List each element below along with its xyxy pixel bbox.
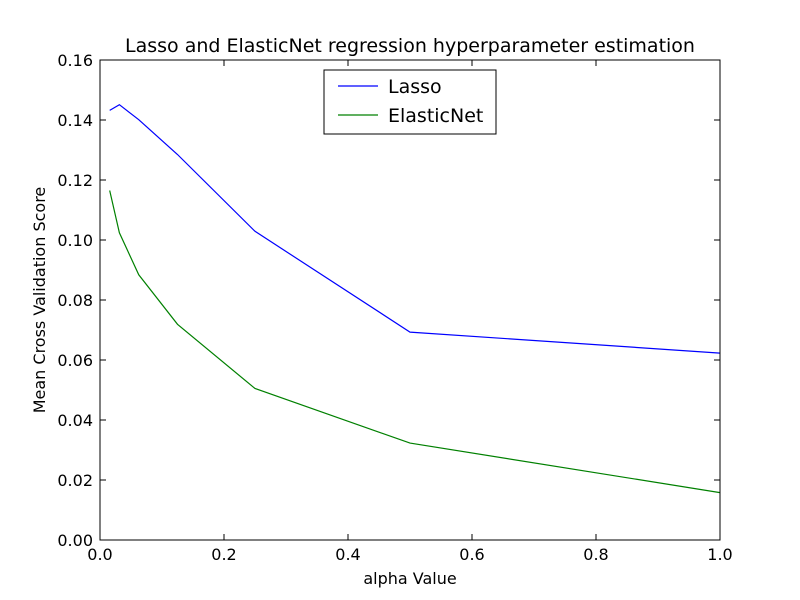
y-tick-label: 0.06 (57, 351, 93, 370)
legend-label-elasticnet: ElasticNet (388, 105, 483, 127)
y-axis-label: Mean Cross Validation Score (30, 187, 49, 414)
plot-area: 0.0 0.2 0.4 0.6 0.8 1.0 0.00 0.02 0.04 0.06 0.08 0.… (57, 51, 732, 564)
chart-title: Lasso and ElasticNet regression hyperpar… (125, 35, 695, 57)
x-tick-label: 0.6 (459, 545, 484, 564)
x-axis-label: alpha Value (363, 569, 456, 588)
y-tick-label: 0.04 (57, 411, 93, 430)
x-tick-label: 1.0 (707, 545, 732, 564)
y-tick-label: 0.00 (57, 531, 93, 550)
legend-box (323, 69, 497, 135)
series-line-elasticnet (109, 190, 721, 494)
y-tick-label: 0.12 (57, 171, 93, 190)
y-tick-label: 0.02 (57, 471, 93, 490)
legend-label-lasso: Lasso (388, 76, 442, 98)
series-line-lasso (109, 103, 721, 354)
y-tick-label: 0.16 (57, 51, 93, 70)
legend: Lasso ElasticNet (323, 69, 497, 135)
y-tick-label: 0.14 (57, 111, 93, 130)
y-tick-label: 0.10 (57, 231, 93, 250)
x-tick-label: 0.0 (87, 545, 112, 564)
x-tick-label: 0.8 (583, 545, 608, 564)
y-tick-label: 0.08 (57, 291, 93, 310)
x-tick-label: 0.2 (211, 545, 236, 564)
x-tick-label: 0.4 (335, 545, 360, 564)
